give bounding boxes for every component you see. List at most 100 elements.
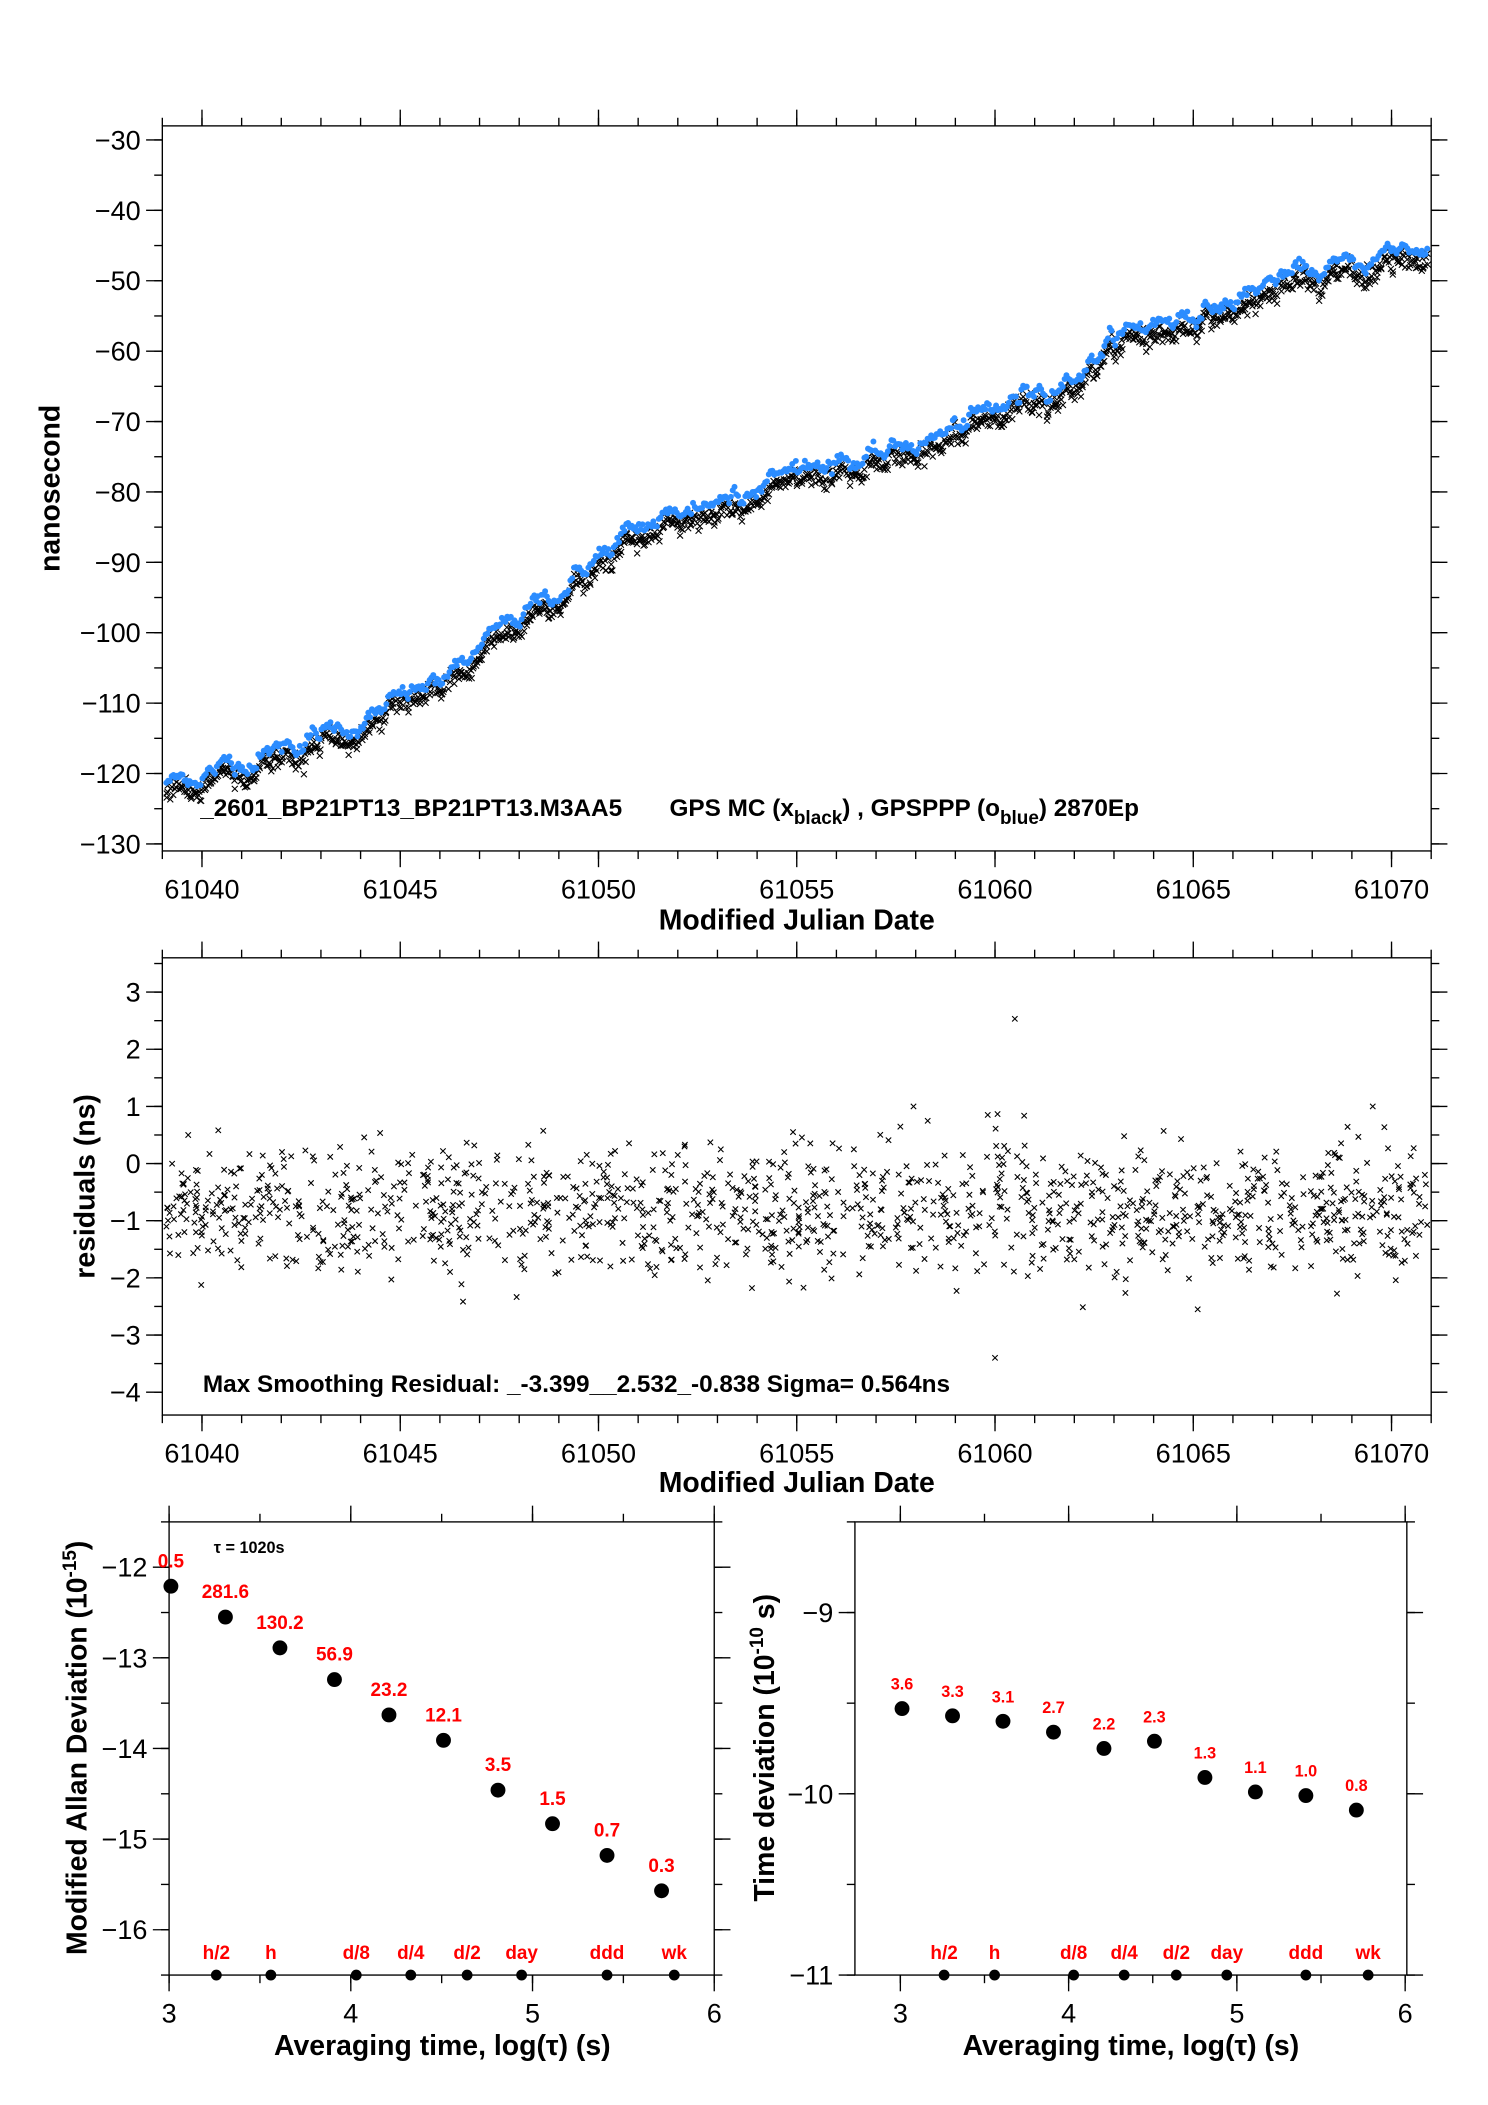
gps-mc-point: [1208, 318, 1215, 325]
residual-point: [859, 1255, 866, 1262]
residual-point: [1417, 1218, 1425, 1226]
residual-point: [1366, 1214, 1374, 1221]
p2-y-tick-label: −4: [110, 1378, 141, 1408]
gpsppp-point: [1023, 383, 1030, 390]
p3-ylabel-sup: -15: [60, 1550, 81, 1577]
gpsppp-point: [1041, 392, 1048, 399]
residual-point: [439, 1148, 447, 1155]
gps-mc-point: [1360, 284, 1368, 292]
residual-point: [849, 1205, 856, 1212]
p3-point-label: 1.5: [539, 1789, 565, 1810]
residual-point: [791, 1187, 798, 1194]
p4-tau-marker: [1068, 1969, 1080, 1981]
gps-mc-point: [316, 752, 324, 760]
gps-mc-point: [620, 539, 628, 547]
residual-point: [234, 1257, 241, 1264]
gpsppp-point: [960, 417, 967, 424]
p1-title-s2-sub: blue: [1000, 808, 1039, 829]
residual-point: [1318, 1188, 1325, 1195]
residual-point: [1329, 1200, 1336, 1207]
residual-point: [1421, 1171, 1428, 1178]
residual-point: [303, 1233, 311, 1240]
residual-point: [589, 1257, 596, 1264]
residual-point: [1050, 1188, 1057, 1195]
residual-point: [1278, 1251, 1285, 1258]
residual-point: [1394, 1162, 1402, 1170]
residual-point: [497, 1198, 504, 1205]
gps-mc-point: [306, 746, 314, 754]
residual-point: [444, 1227, 451, 1234]
gpsppp-point: [1059, 383, 1066, 390]
gps-mc-point: [405, 708, 412, 716]
residual-point: [1261, 1154, 1268, 1161]
gps-mc-point: [607, 567, 615, 574]
residual-point: [343, 1162, 351, 1169]
residual-point: [1046, 1192, 1053, 1199]
residual-point: [1099, 1209, 1106, 1216]
residual-point: [1200, 1164, 1207, 1171]
residual-point: [278, 1148, 286, 1156]
residual-point: [449, 1209, 456, 1216]
residual-point: [1422, 1181, 1429, 1188]
residual-point: [1133, 1206, 1140, 1214]
residual-point: [1107, 1229, 1114, 1237]
gpsppp-point: [331, 728, 338, 735]
gps-mc-point: [718, 511, 725, 518]
gps-mc-point: [1252, 310, 1259, 318]
gpsppp-point: [316, 736, 323, 743]
residual-point: [784, 1174, 791, 1181]
residual-point: [175, 1251, 182, 1259]
residual-point: [332, 1171, 339, 1178]
residual-point: [912, 1199, 919, 1206]
p3-tau-marker: [210, 1969, 222, 1981]
gpsppp-point: [886, 443, 893, 450]
residual-point: [566, 1214, 573, 1221]
residual-point: [444, 1176, 452, 1183]
residual-point: [1416, 1231, 1423, 1238]
p3-point-label: 130.2: [256, 1613, 303, 1634]
residual-point: [568, 1256, 575, 1263]
residual-point: [483, 1183, 490, 1191]
residual-point: [260, 1193, 267, 1201]
residual-point: [202, 1207, 209, 1214]
residual-point: [491, 1237, 498, 1244]
residual-point: [316, 1205, 323, 1212]
residual-point: [190, 1250, 197, 1257]
residual-point: [237, 1230, 244, 1237]
gps-mc-point: [633, 540, 641, 548]
residual-point: [937, 1263, 944, 1270]
residual-point: [1101, 1261, 1108, 1268]
gps-mc-point: [1142, 348, 1150, 356]
gpsppp-point: [435, 676, 442, 683]
residual-point: [341, 1217, 348, 1224]
residual-point: [1109, 1213, 1116, 1221]
gpsppp-point: [688, 510, 695, 517]
residual-point: [650, 1206, 657, 1213]
residual-point: [458, 1281, 465, 1288]
residual-point: [696, 1264, 704, 1271]
residual-point: [1132, 1166, 1139, 1173]
gpsppp-point: [1121, 326, 1128, 333]
residual-point: [1226, 1205, 1233, 1213]
residual-point: [1300, 1174, 1307, 1181]
gpsppp-point: [1274, 277, 1281, 284]
residual-point: [583, 1151, 590, 1158]
residual-point: [1401, 1236, 1408, 1243]
residual-point: [209, 1208, 217, 1215]
gpsppp-point: [1012, 393, 1019, 400]
residual-point: [578, 1232, 586, 1239]
p3-x-tick-label: 3: [162, 1998, 177, 2028]
residual-point: [712, 1261, 719, 1268]
residual-point: [1119, 1240, 1126, 1247]
residual-point: [699, 1208, 706, 1216]
residual-point: [1278, 1180, 1286, 1187]
gps-mc-point: [1256, 302, 1264, 310]
gpsppp-point: [731, 483, 738, 490]
p1-y-tick-label: −40: [95, 196, 141, 226]
residual-point: [1029, 1217, 1036, 1224]
residual-point: [1032, 1171, 1039, 1178]
residual-point: [1307, 1262, 1315, 1270]
residual-point: [1316, 1212, 1323, 1219]
gps-mc-point: [1159, 338, 1166, 346]
residual-point: [1384, 1232, 1391, 1239]
